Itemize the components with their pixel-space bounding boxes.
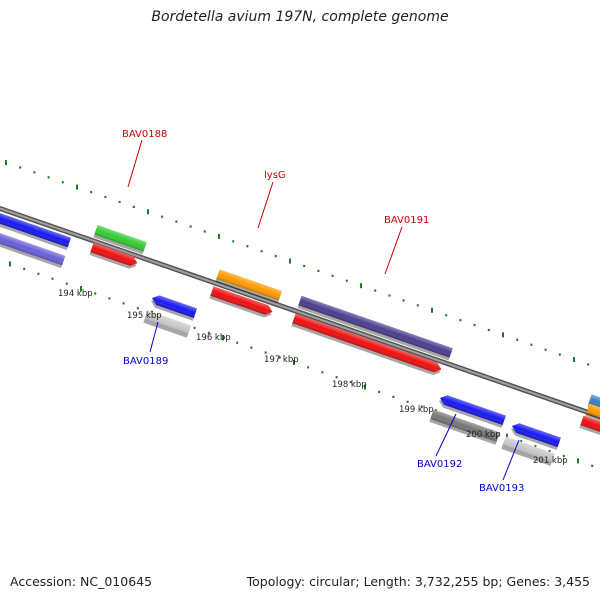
scale-labels: 194 kbp 195 kbp 196 kbp 197 kbp 198 kbp … — [58, 289, 568, 466]
scale-label: 201 kbp — [533, 456, 568, 466]
gene-bav0186[interactable] — [0, 210, 72, 251]
gene-bav0187[interactable] — [0, 230, 66, 269]
callout-line — [384, 226, 403, 275]
gene-label-bav0192[interactable]: BAV0192 — [417, 459, 462, 470]
gene-lysg[interactable] — [215, 269, 282, 304]
gene-label-bav0188[interactable]: BAV0188 — [122, 129, 167, 140]
scale-label: 198 kbp — [332, 380, 367, 390]
gene-bav0191[interactable] — [297, 295, 453, 361]
gene-bav0188[interactable] — [93, 225, 147, 255]
gene-bav0191-cds[interactable] — [291, 313, 443, 377]
gene-bav0189[interactable] — [149, 293, 198, 321]
gene-callouts — [127, 139, 520, 481]
genome-backbone — [0, 205, 600, 420]
scale-label: 194 kbp — [58, 289, 93, 299]
gene-edge-c[interactable] — [579, 415, 600, 438]
callout-line — [257, 181, 274, 229]
gene-bav0192[interactable] — [437, 393, 506, 428]
scale-label: 199 kbp — [399, 405, 434, 415]
gene-bav0192-b[interactable] — [429, 409, 500, 445]
scale-label: 200 kbp — [466, 430, 501, 440]
gene-label-bav0193[interactable]: BAV0193 — [479, 483, 524, 494]
gene-edge-a[interactable] — [587, 394, 600, 417]
gene-bav0193[interactable] — [509, 421, 561, 450]
gene-bav0193-b[interactable] — [501, 436, 555, 466]
gene-lysg-cds[interactable] — [209, 286, 274, 319]
gene-bav0188-cds[interactable] — [89, 242, 139, 271]
gene-label-bav0189[interactable]: BAV0189 — [123, 356, 168, 367]
gene-features — [0, 210, 600, 466]
outer-tick-ring — [5, 160, 590, 366]
scale-label: 197 kbp — [264, 355, 299, 365]
gene-bav0189-b[interactable] — [143, 310, 192, 338]
callout-line — [127, 139, 143, 188]
scale-label: 196 kbp — [196, 333, 231, 343]
callout-line — [435, 413, 457, 457]
callout-line — [502, 439, 520, 481]
gene-label-bav0191[interactable]: BAV0191 — [384, 215, 429, 226]
inner-tick-ring — [9, 261, 594, 467]
scale-label: 195 kbp — [127, 311, 162, 321]
gene-name-labels: BAV0188 lysG BAV0191 BAV0189 BAV0192 BAV… — [122, 129, 524, 494]
genome-summary-text: Topology: circular; Length: 3,732,255 bp… — [246, 574, 590, 589]
callout-line — [149, 321, 159, 353]
gene-label-lysg[interactable]: lysG — [264, 170, 286, 181]
map-title: Bordetella avium 197N, complete genome — [151, 9, 449, 25]
gene-edge-b[interactable] — [585, 403, 600, 426]
accession-text: Accession: NC_010645 — [10, 574, 153, 589]
